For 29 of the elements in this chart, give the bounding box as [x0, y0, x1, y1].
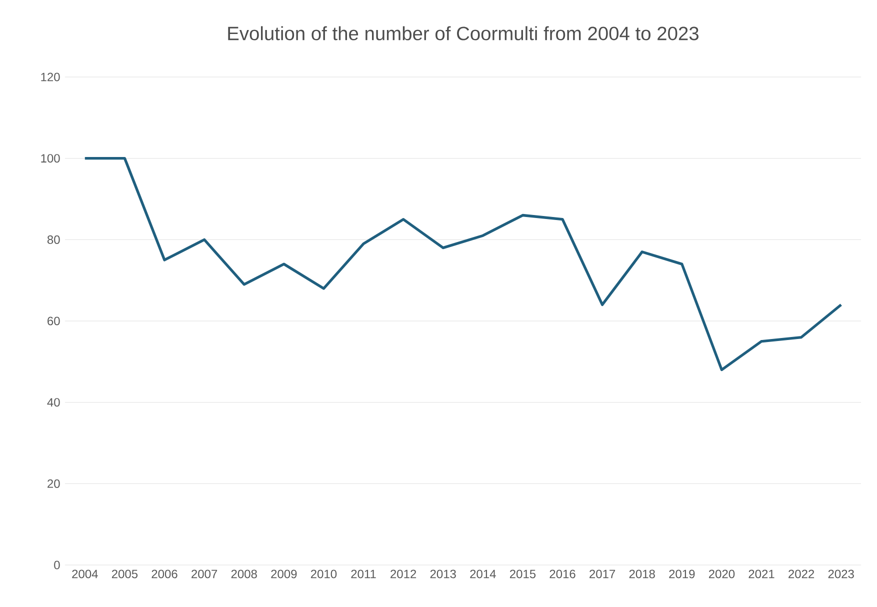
- x-tick-label: 2018: [629, 570, 655, 578]
- y-tick-label: 80: [47, 235, 60, 244]
- x-tick-label: 2022: [788, 570, 814, 578]
- x-tick-label: 2016: [550, 570, 576, 578]
- y-tick-label: 60: [48, 316, 60, 326]
- x-tick-label: 2013: [430, 570, 456, 578]
- x-tick-label: 2005: [112, 570, 138, 578]
- x-tick-label: 2008: [231, 570, 257, 578]
- line-series: [84, 156, 842, 372]
- x-tick-label: 2011: [351, 570, 376, 578]
- x-tick-label: 2014: [470, 570, 496, 578]
- y-tick-label: 40: [47, 398, 60, 407]
- x-tick-label: 2010: [310, 570, 337, 578]
- x-tick-label: 2021: [748, 570, 774, 578]
- x-tick-label: 2006: [152, 570, 178, 578]
- x-tick-label: 2023: [828, 570, 854, 578]
- x-tick-label: 2015: [510, 570, 536, 578]
- x-tick-label: 2012: [390, 570, 416, 578]
- x-tick-label: 2017: [590, 570, 616, 578]
- x-tick-label: 2004: [72, 570, 98, 578]
- x-tick-label: 2009: [271, 570, 297, 578]
- y-tick-label: 0: [54, 560, 60, 570]
- x-tick-label: 2020: [708, 570, 735, 578]
- y-tick-label: 100: [41, 154, 60, 163]
- chart-title: Evolution of the number of Coormulti from 2004 to 2023: [228, 26, 698, 40]
- y-tick-label: 120: [41, 72, 60, 82]
- x-tick-label: 2007: [192, 570, 218, 578]
- x-tick-label: 2019: [669, 570, 695, 578]
- y-tick-label: 20: [48, 479, 60, 488]
